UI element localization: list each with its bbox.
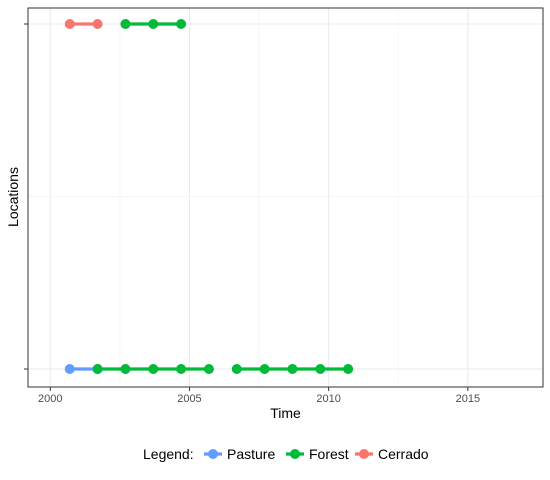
legend-key-point-pasture bbox=[208, 449, 218, 459]
x-axis-title: Time bbox=[270, 405, 301, 421]
point-forest-2-0 bbox=[120, 19, 131, 29]
legend-key-point-forest bbox=[290, 449, 300, 459]
plot-marks bbox=[64, 19, 354, 374]
point-forest-0-4 bbox=[203, 364, 214, 374]
grid bbox=[28, 8, 543, 387]
point-forest-0-2 bbox=[148, 364, 159, 374]
x-axis: 2000 2005 2010 2015 bbox=[38, 387, 480, 405]
legend-label-cerrado: Cerrado bbox=[378, 446, 429, 462]
point-forest-2-2 bbox=[176, 19, 187, 29]
y-axis bbox=[24, 23, 28, 370]
panel-border bbox=[27, 7, 544, 388]
point-forest-1-3 bbox=[315, 364, 326, 374]
point-pasture-0-0 bbox=[64, 364, 75, 374]
point-cerrado-0-0 bbox=[64, 19, 75, 29]
point-forest-0-0 bbox=[92, 364, 103, 374]
y-axis-title: Locations bbox=[5, 167, 21, 227]
legend-title: Legend: bbox=[143, 446, 194, 462]
x-tick-label-2: 2010 bbox=[316, 393, 340, 405]
point-forest-1-4 bbox=[343, 364, 354, 374]
point-forest-2-1 bbox=[148, 19, 159, 29]
x-tick-label-3: 2015 bbox=[456, 393, 480, 405]
legend-label-forest: Forest bbox=[309, 446, 349, 462]
legend-label-pasture: Pasture bbox=[227, 446, 275, 462]
point-forest-1-1 bbox=[259, 364, 270, 374]
legend: Legend: Pasture Forest Cerrado bbox=[143, 446, 429, 462]
x-tick-label-1: 2005 bbox=[177, 393, 201, 405]
point-forest-1-0 bbox=[231, 364, 242, 374]
legend-key-point-cerrado bbox=[359, 449, 369, 459]
point-forest-0-1 bbox=[120, 364, 131, 374]
point-forest-1-2 bbox=[287, 364, 298, 374]
point-cerrado-0-1 bbox=[92, 19, 103, 29]
x-tick-label-0: 2000 bbox=[38, 393, 62, 405]
point-forest-0-3 bbox=[176, 364, 187, 374]
